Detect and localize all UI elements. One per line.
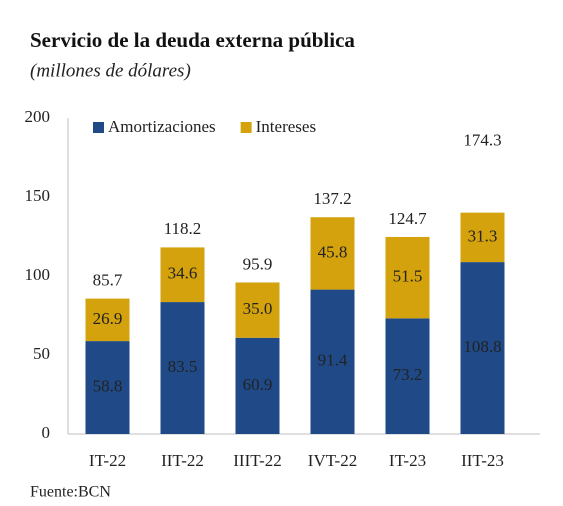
bar-segment (460, 262, 505, 434)
total-label: 85.7 (93, 271, 123, 290)
y-tick-label: 100 (25, 265, 51, 284)
bar-segment (160, 247, 205, 303)
legend-label: Amortizaciones (108, 117, 216, 136)
bar-segment (385, 236, 430, 319)
x-tick-label: IT-23 (389, 451, 426, 470)
value-label: 31.3 (468, 226, 498, 245)
total-label: 137.2 (313, 189, 351, 208)
total-label: 124.7 (388, 209, 427, 228)
legend-swatch (93, 122, 104, 133)
value-label: 73.2 (393, 365, 423, 384)
y-tick-label: 0 (42, 423, 51, 442)
x-tick-label: IT-22 (89, 451, 126, 470)
bar-segment (85, 341, 130, 434)
value-label: 83.5 (168, 357, 198, 376)
total-label: 118.2 (164, 219, 202, 238)
y-tick-label: 150 (25, 186, 51, 205)
x-tick-label: IIT-22 (161, 451, 204, 470)
value-label: 34.6 (168, 264, 198, 283)
source: Fuente:BCN (30, 484, 111, 501)
x-tick-label: IVT-22 (308, 451, 357, 470)
bar-segment (235, 282, 280, 338)
total-label: 174.3 (463, 131, 501, 150)
value-label: 26.9 (93, 309, 123, 328)
y-tick-label: 50 (33, 344, 50, 363)
chart-title: Servicio de la deuda externa pública (30, 28, 355, 52)
bar-segment (160, 302, 205, 434)
value-label: 91.4 (318, 351, 348, 370)
bar-segment (460, 212, 505, 263)
bar-segment (235, 337, 280, 434)
bar-segment (85, 298, 130, 342)
value-label: 60.9 (243, 375, 273, 394)
bar-segment (310, 217, 355, 290)
y-tick-label: 200 (25, 107, 51, 126)
value-label: 35.0 (243, 299, 273, 318)
value-label: 45.8 (318, 242, 348, 261)
bar-segment (310, 289, 355, 434)
x-tick-label: IIIT-22 (233, 451, 281, 470)
legend-swatch (240, 122, 252, 133)
chart-subtitle: (millones de dólares) (30, 60, 191, 81)
bar-segment (385, 318, 430, 434)
x-tick-label: IIT-23 (461, 451, 504, 470)
legend-label: Intereses (256, 117, 316, 136)
value-label: 51.5 (393, 267, 423, 286)
value-label: 58.8 (93, 376, 123, 395)
value-label: 108.8 (463, 337, 501, 356)
total-label: 95.9 (243, 254, 273, 273)
